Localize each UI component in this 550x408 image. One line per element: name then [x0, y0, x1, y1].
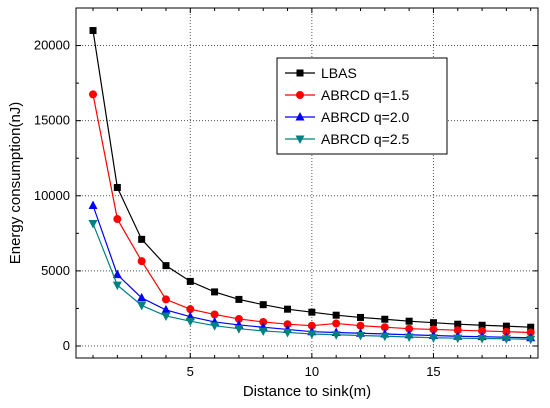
data-point [210, 310, 219, 319]
data-point [502, 322, 510, 330]
data-point [112, 269, 122, 279]
legend-label: LBAS [321, 65, 357, 81]
legend-label: ABRCD q=2.5 [321, 131, 410, 147]
data-point [478, 326, 487, 335]
data-point [355, 331, 365, 341]
data-point [234, 314, 243, 323]
data-point [526, 328, 535, 337]
data-point [284, 305, 292, 313]
data-point [356, 321, 365, 330]
data-point [380, 332, 390, 342]
data-point [526, 335, 536, 345]
data-point [428, 334, 438, 343]
legend-label: ABRCD q=2.0 [321, 109, 410, 125]
x-tick-label: 15 [426, 364, 440, 379]
plot-frame [75, 7, 539, 359]
legend-entry: ABRCD q=2.0 [285, 109, 410, 125]
data-point [381, 315, 389, 323]
data-point [332, 319, 341, 328]
data-point [210, 322, 220, 331]
x-tick-label: 5 [187, 364, 194, 379]
legend-entry: LBAS [285, 65, 357, 81]
data-point [332, 311, 340, 319]
data-point [307, 321, 316, 330]
series-0 [89, 27, 535, 331]
data-point [137, 301, 147, 311]
data-point [380, 323, 389, 332]
data-point [161, 295, 170, 304]
data-point [308, 308, 316, 316]
data-point [88, 220, 98, 229]
data-point [137, 257, 146, 266]
data-point [477, 334, 487, 344]
data-point [283, 328, 293, 338]
data-point [405, 317, 413, 325]
data-point [307, 330, 317, 339]
x-tick-label: 10 [305, 364, 319, 379]
data-point [234, 325, 244, 334]
data-point [259, 301, 267, 309]
data-point [186, 305, 195, 314]
series-3 [88, 220, 536, 345]
x-axis-title: Distance to sink(m) [243, 383, 371, 400]
legend-label: ABRCD q=1.5 [321, 87, 410, 103]
data-point [161, 312, 171, 321]
y-tick-label: 15000 [34, 113, 70, 128]
data-point [404, 333, 414, 342]
legend-entry: ABRCD q=2.5 [285, 131, 410, 147]
data-point [138, 235, 146, 243]
y-tick-label: 10000 [34, 188, 70, 203]
data-point [478, 321, 486, 329]
data-point [161, 304, 171, 314]
data-point [429, 325, 438, 334]
data-point [429, 319, 437, 327]
data-point [186, 277, 194, 285]
data-point [258, 327, 268, 336]
data-point [283, 320, 292, 329]
data-point [405, 324, 414, 333]
legend-entry: ABRCD q=1.5 [285, 87, 410, 103]
data-point [88, 200, 98, 210]
data-point [112, 281, 122, 291]
legend-marker [295, 135, 305, 144]
legend: LBAS ABRCD q=1.5 ABRCD q=2.0 ABRCD q=2.5 [276, 57, 448, 155]
legend-marker [295, 112, 305, 121]
data-point [259, 317, 268, 326]
data-point [502, 327, 511, 336]
data-point [453, 326, 462, 335]
legend-marker [296, 91, 304, 99]
data-point [235, 295, 243, 303]
y-tick-label: 0 [63, 338, 70, 353]
data-point [356, 313, 364, 321]
y-tick-label: 5000 [41, 263, 70, 278]
data-point [137, 292, 147, 302]
data-point [113, 184, 121, 192]
series-1 [89, 90, 535, 337]
legend-box [276, 57, 448, 155]
data-point [527, 323, 535, 331]
data-point [453, 334, 463, 344]
data-point [501, 335, 511, 344]
ticks: 5 10 15 0 5000 10000 15000 20000 [34, 8, 538, 379]
data-point [89, 90, 98, 99]
data-point [211, 288, 219, 296]
y-tick-label: 20000 [34, 38, 70, 53]
data-point [89, 27, 97, 35]
legend-marker [296, 69, 304, 77]
data-point [162, 262, 170, 270]
data-point [331, 331, 341, 340]
y-axis-title: Energy consumption(nJ) [7, 102, 24, 265]
data-point [454, 320, 462, 328]
data-point [185, 317, 195, 327]
series-layer [88, 27, 536, 345]
data-point [113, 215, 122, 224]
